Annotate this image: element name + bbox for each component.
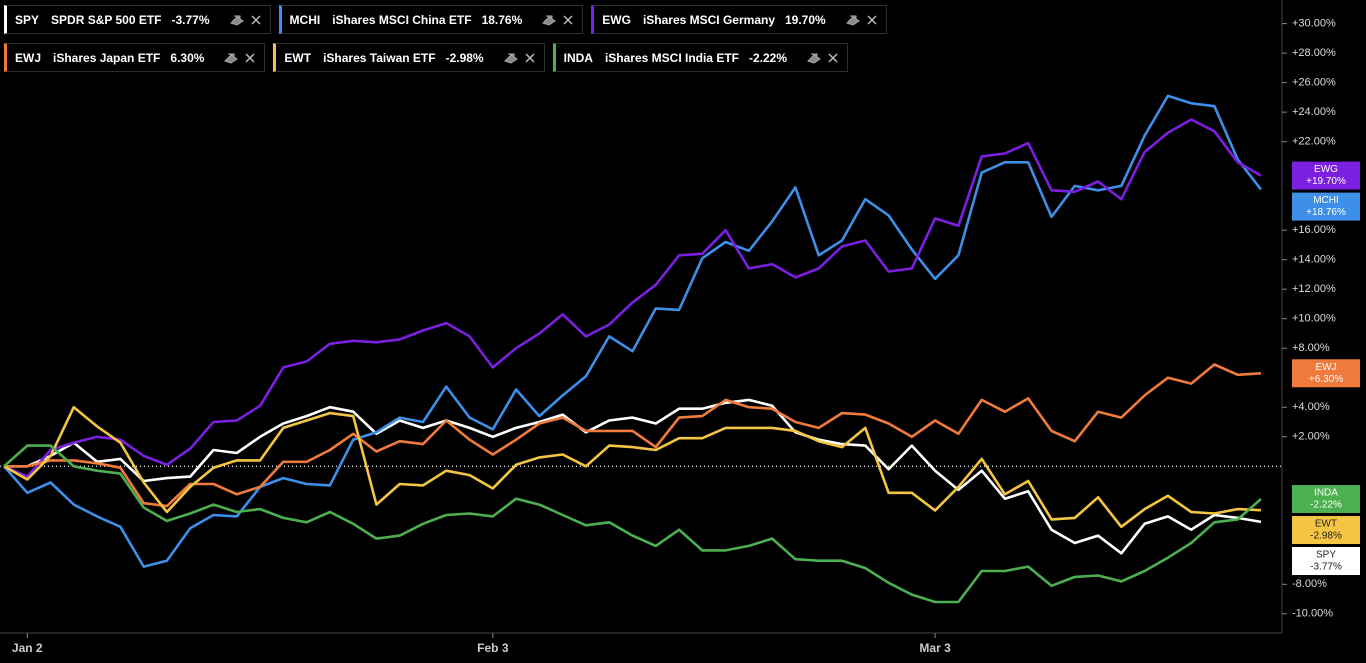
y-tick-label: +16.00% xyxy=(1292,224,1336,236)
legend-ticker: EWG xyxy=(602,12,631,27)
legend-ticker: EWT xyxy=(284,50,312,65)
end-badge: EWJ+6.30% xyxy=(1292,359,1360,388)
legend-ticker: MCHI xyxy=(289,12,321,27)
x-tick-label: Feb 3 xyxy=(477,641,509,655)
end-badge-name: EWG xyxy=(1314,164,1338,175)
legend-description: iShares Japan ETF xyxy=(53,50,161,65)
end-badge-value: +18.76% xyxy=(1306,207,1346,218)
end-badge: MCHI+18.76% xyxy=(1292,192,1360,221)
y-tick-label: +2.00% xyxy=(1292,431,1330,443)
legend-change: 6.30% xyxy=(170,50,205,65)
settings-icon[interactable] xyxy=(503,52,518,64)
x-tick-label: Mar 3 xyxy=(919,641,951,655)
end-badge-box xyxy=(1292,192,1360,221)
series-line xyxy=(3,405,1262,529)
end-badge-box xyxy=(1292,516,1360,545)
end-badge-name: INDA xyxy=(1314,488,1338,499)
legend-description: iShares Taiwan ETF xyxy=(323,50,436,65)
end-badge-name: EWJ xyxy=(1315,362,1336,373)
settings-icon[interactable] xyxy=(224,52,239,64)
end-badge: SPY-3.77% xyxy=(1292,547,1360,576)
end-badge: EWG+19.70% xyxy=(1292,161,1360,190)
series-line xyxy=(3,94,1263,568)
legend-change: 18.76% xyxy=(481,12,523,27)
legend: SPY SPDR S&P 500 ETF -3.77% MCHI iShares MSC… xyxy=(4,5,1114,72)
settings-icon[interactable] xyxy=(845,14,860,26)
close-icon[interactable] xyxy=(827,52,839,64)
y-tick-label: +22.00% xyxy=(1292,136,1336,148)
legend-ticker: EWJ xyxy=(15,50,42,65)
y-tick-label: -8.00% xyxy=(1292,578,1327,590)
end-badge-name: MCHI xyxy=(1313,195,1339,206)
legend-change: -3.77% xyxy=(171,12,210,27)
legend-ticker: SPY xyxy=(15,12,40,27)
legend-description: iShares MSCI China ETF xyxy=(332,12,472,27)
legend-ticker: INDA xyxy=(563,50,593,65)
settings-icon[interactable] xyxy=(807,52,821,64)
end-badge-value: -3.77% xyxy=(1310,562,1342,573)
end-badge-value: -2.98% xyxy=(1310,531,1342,542)
legend-description: SPDR S&P 500 ETF xyxy=(51,12,162,27)
end-badge-name: SPY xyxy=(1316,550,1336,561)
series-line xyxy=(3,444,1262,604)
x-tick-label: Jan 2 xyxy=(12,641,43,655)
series-line xyxy=(3,118,1262,478)
y-tick-label: +30.00% xyxy=(1292,18,1336,30)
end-badge: EWT-2.98% xyxy=(1292,516,1360,545)
end-badge-value: -2.22% xyxy=(1310,500,1342,511)
legend-change: -2.22% xyxy=(748,50,788,65)
close-icon[interactable] xyxy=(250,14,262,26)
y-tick-label: +4.00% xyxy=(1292,401,1330,413)
legend-change: -2.98% xyxy=(445,50,484,65)
y-tick-label: +12.00% xyxy=(1292,283,1336,295)
settings-icon[interactable] xyxy=(229,14,244,26)
legend-description: iShares MSCI Germany xyxy=(642,12,775,27)
legend-chip: EWT iShares Taiwan ETF -2.98% xyxy=(273,43,545,72)
end-badge-box xyxy=(1292,485,1360,514)
settings-icon[interactable] xyxy=(542,14,557,26)
series-line xyxy=(4,363,1262,508)
close-icon[interactable] xyxy=(244,52,256,64)
series-line xyxy=(4,398,1262,555)
legend-chip: INDA iShares MSCI India ETF -2.22% xyxy=(552,43,849,72)
legend-chip: EWG iShares MSCI Germany 19.70% xyxy=(591,5,887,34)
end-badge-value: +6.30% xyxy=(1309,374,1343,385)
close-icon[interactable] xyxy=(866,14,878,26)
end-badge-box xyxy=(1292,161,1360,190)
y-tick-label: +8.00% xyxy=(1292,342,1330,354)
end-badge: INDA-2.22% xyxy=(1292,485,1360,514)
y-tick-label: +26.00% xyxy=(1292,77,1336,89)
legend-change: 19.70% xyxy=(785,12,826,27)
end-badge-name: EWT xyxy=(1315,519,1337,530)
end-badge-box xyxy=(1292,359,1360,388)
end-badge-value: +19.70% xyxy=(1306,176,1346,187)
y-tick-label: +24.00% xyxy=(1292,106,1336,118)
y-tick-label: +14.00% xyxy=(1292,254,1336,266)
legend-chip: MCHI iShares MSCI China ETF 18.76% xyxy=(278,5,584,34)
end-badge-box xyxy=(1292,547,1360,576)
close-icon[interactable] xyxy=(524,52,536,64)
legend-chip: EWJ iShares Japan ETF 6.30% xyxy=(4,43,266,72)
close-icon[interactable] xyxy=(562,14,574,26)
y-tick-label: +10.00% xyxy=(1292,313,1336,325)
y-tick-label: +28.00% xyxy=(1292,47,1336,59)
legend-description: iShares MSCI India ETF xyxy=(604,50,739,65)
y-tick-label: -10.00% xyxy=(1292,608,1333,620)
legend-chip: SPY SPDR S&P 500 ETF -3.77% xyxy=(4,5,271,34)
